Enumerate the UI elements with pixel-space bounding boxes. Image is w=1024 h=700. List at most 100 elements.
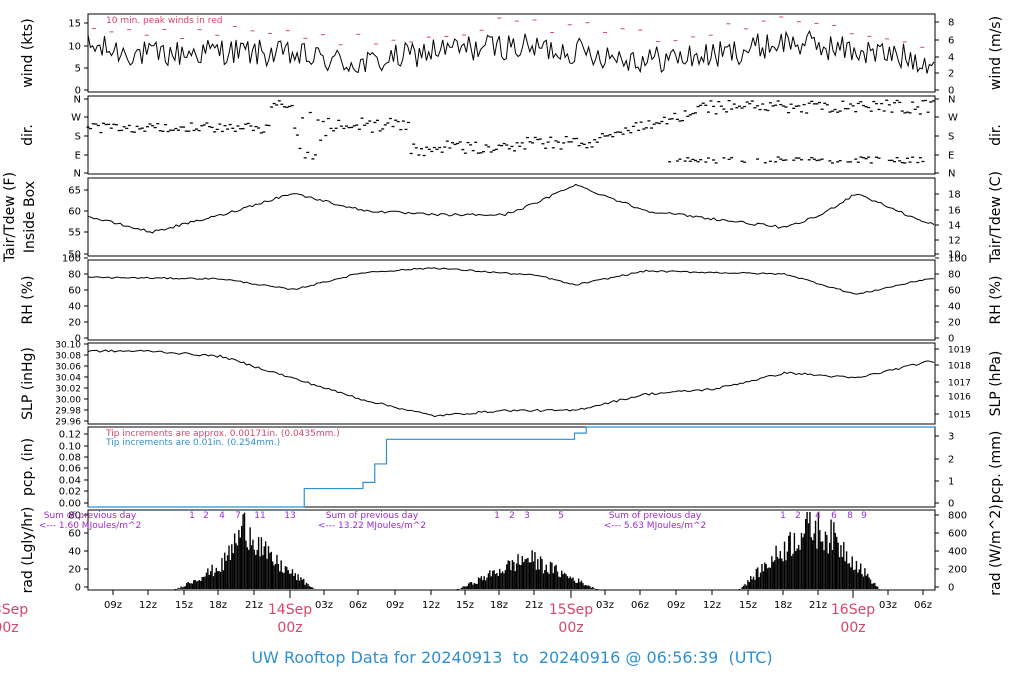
right-tick-label: 12 (948, 236, 961, 247)
left-tick-label: 0 (75, 86, 81, 97)
left-tick-label: 10 (68, 42, 81, 53)
right-tick-label: W (948, 113, 958, 124)
radiation-marker: 2 (795, 511, 801, 521)
x-tick-label: 12z (139, 600, 157, 611)
right-axis-label: wind (m/s) (988, 16, 1004, 90)
panel-slp: 29.9629.9830.0030.0230.0430.0630.0830.10… (20, 341, 1004, 428)
tip-note-approx: Tip increments are approx. 0.00171in. (0… (105, 429, 340, 439)
right-tick-label: 1016 (948, 393, 971, 403)
panel-frame (87, 342, 936, 425)
x-tick-label: 09z (386, 600, 404, 611)
day-hour-label: 00z (558, 620, 583, 636)
day-hour-label: 00z (0, 620, 19, 636)
left-tick-label: N (74, 95, 81, 106)
right-tick-label: 80 (948, 270, 961, 281)
radiation-sum-value: <--- 1.60 MJoules/m^2 (39, 521, 141, 531)
right-tick-label: 3 (948, 432, 954, 443)
caption-start-date: 20240913 (420, 648, 503, 667)
left-tick-label: 20 (68, 565, 81, 576)
right-tick-label: 200 (948, 565, 967, 576)
right-tick-label: 0 (948, 334, 954, 345)
radiation-marker: 9 (861, 511, 867, 521)
panel-wind: 0 5 10 15 0 2 4 6 8 wind (kts) wind (m/s) 10 min. p… (20, 13, 1004, 97)
right-tick-label: 0 (948, 583, 954, 594)
left-axis-label: rad (Lgly/hr) (20, 507, 36, 594)
series-radiation (174, 511, 880, 590)
caption-at: @ (625, 648, 642, 667)
right-tick-label: 10 (948, 250, 961, 261)
x-tick-label: 21z (245, 600, 263, 611)
right-axis-label: rad (W/m^2) (988, 504, 1004, 595)
right-tick-label: N (948, 169, 955, 180)
left-tick-label: 65 (68, 186, 81, 197)
right-tick-label: 40 (948, 302, 961, 313)
panel-frame (87, 426, 936, 508)
left-tick-label: 15 (68, 19, 81, 30)
left-tick-label: 0 (75, 334, 81, 345)
x-tick-label: 15z (175, 600, 193, 611)
panel-pcp: 0.000.020.040.060.080.100.12 0 1 2 3 pcp. (in… (20, 426, 1004, 510)
tip-note-exact: Tip increments are 0.01in. (0.254mm.) (105, 438, 280, 448)
x-tick-label: 12z (422, 600, 440, 611)
left-tick-label: 80 (68, 270, 81, 281)
left-tick-label: 29.96 (55, 418, 81, 428)
right-tick-label: E (948, 151, 954, 162)
radiation-marker: 7 (235, 511, 241, 521)
right-tick-label: 16 (948, 206, 961, 217)
left-tick-label: 0.10 (59, 442, 81, 453)
left-axis-label: SLP (inHg) (20, 347, 36, 420)
left-tick-label: 80 (68, 511, 81, 522)
panel-frame (87, 95, 936, 175)
x-tick-label: 18z (774, 600, 792, 611)
caption-to: to (512, 648, 529, 667)
radiation-sum-note: Sum of previous day (609, 511, 702, 521)
x-tick-label: 09z (104, 600, 122, 611)
caption-tz: (UTC) (728, 648, 773, 667)
right-tick-label: 100 (948, 254, 967, 265)
left-tick-label: 29.98 (55, 407, 81, 417)
right-tick-label: 0 (948, 499, 954, 510)
left-tick-label: 60 (68, 286, 81, 297)
day-date-label: 13Sep (0, 602, 28, 618)
left-tick-label: 0.00 (59, 499, 81, 510)
radiation-marker: 13 (284, 511, 295, 521)
left-tick-label: 0 (75, 583, 81, 594)
radiation-marker: 4 (219, 511, 225, 521)
x-tick-label: 09z (667, 600, 685, 611)
day-hour-label: 00z (840, 620, 865, 636)
right-tick-label: 0 (948, 86, 954, 97)
radiation-marker: 6 (831, 511, 837, 521)
x-tick-label: 03z (596, 600, 614, 611)
right-tick-label: 1017 (948, 379, 971, 389)
day-date-label: 16Sep (831, 602, 875, 618)
right-tick-label: 20 (948, 318, 961, 329)
left-tick-label: 60 (68, 207, 81, 218)
panel-frame (87, 13, 936, 93)
radiation-marker: 8 (847, 511, 853, 521)
series-rh (87, 267, 935, 295)
radiation-marker: 5 (558, 511, 564, 521)
series-temperature (87, 183, 935, 234)
radiation-marker: 1 (189, 511, 195, 521)
x-tick-label: 18z (209, 600, 227, 611)
left-tick-label: 0.12 (59, 430, 81, 441)
radiation-sum-value: <--- 13.22 MJoules/m^2 (318, 521, 426, 531)
right-axis-label: pcp. (mm) (988, 431, 1004, 504)
right-tick-label: 800 (948, 511, 967, 522)
left-tick-label: N (74, 169, 81, 180)
right-tick-label: 4 (948, 53, 954, 64)
left-tick-label: 30.04 (55, 374, 81, 384)
left-tick-label: 55 (68, 228, 81, 239)
left-tick-label: 30.08 (55, 352, 81, 362)
x-tick-label: 15z (456, 600, 474, 611)
left-tick-label: 30.00 (55, 396, 81, 406)
x-tick-label: 21z (525, 600, 543, 611)
caption-time: 06:56:39 (646, 648, 719, 667)
left-tick-label: 50 (68, 250, 81, 261)
panel-frame (87, 259, 936, 341)
series-slp (87, 349, 935, 418)
radiation-marker: 3 (524, 511, 530, 521)
radiation-sum-value: <--- 5.63 MJoules/m^2 (604, 521, 706, 531)
x-tick-label: 12z (703, 600, 721, 611)
